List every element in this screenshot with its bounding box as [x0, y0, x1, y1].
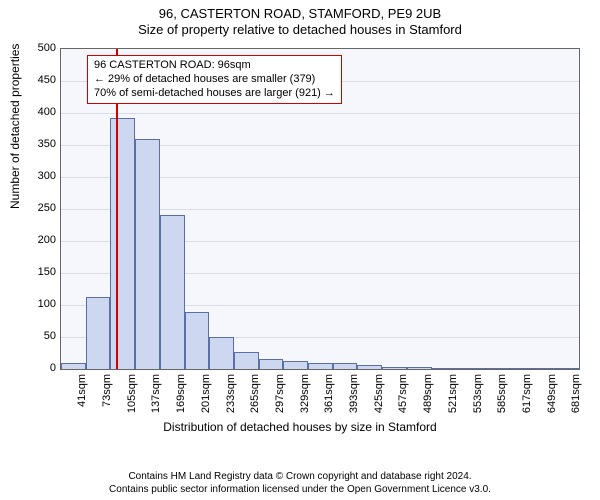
histogram-bar [259, 359, 284, 369]
annotation-line: 96 CASTERTON ROAD: 96sqm [94, 59, 335, 73]
x-tick-label: 457sqm [397, 374, 409, 413]
histogram-bar [135, 139, 160, 369]
y-tick-label: 100 [38, 298, 56, 310]
x-tick-label: 201sqm [200, 374, 212, 413]
histogram-bar [86, 297, 111, 369]
histogram-bar [61, 363, 86, 369]
histogram-bar [506, 368, 531, 369]
x-tick-label: 169sqm [175, 374, 187, 413]
footer-line2: Contains public sector information licen… [0, 484, 600, 497]
x-tick-label: 297sqm [274, 374, 286, 413]
x-tick-label: 489sqm [422, 374, 434, 413]
y-tick-label: 450 [38, 74, 56, 86]
histogram-bar [110, 118, 135, 369]
plot-area: 96 CASTERTON ROAD: 96sqm← 29% of detache… [60, 48, 580, 370]
title-line1: 96, CASTERTON ROAD, STAMFORD, PE9 2UB [0, 6, 600, 22]
x-tick-label: 105sqm [126, 374, 138, 413]
histogram-bar [407, 367, 432, 369]
y-tick-label: 400 [38, 106, 56, 118]
x-tick-label: 553sqm [472, 374, 484, 413]
footer: Contains HM Land Registry data © Crown c… [0, 471, 600, 496]
histogram-bar [530, 368, 555, 369]
annotation-line: 70% of semi-detached houses are larger (… [94, 87, 335, 101]
x-tick-label: 425sqm [373, 374, 385, 413]
x-tick-label: 585sqm [496, 374, 508, 413]
annotation-box: 96 CASTERTON ROAD: 96sqm← 29% of detache… [87, 55, 342, 104]
x-tick-label: 73sqm [101, 374, 113, 407]
histogram-bar [382, 367, 407, 369]
x-tick-label: 233sqm [225, 374, 237, 413]
y-axis-label: Number of detached properties [8, 44, 22, 209]
title-line2: Size of property relative to detached ho… [0, 22, 600, 38]
histogram-bar [160, 215, 185, 369]
y-tick-label: 200 [38, 234, 56, 246]
chart: 96 CASTERTON ROAD: 96sqm← 29% of detache… [0, 44, 600, 436]
x-tick-label: 521sqm [447, 374, 459, 413]
histogram-bar [333, 363, 358, 369]
histogram-bar [209, 337, 234, 369]
histogram-bar [308, 363, 333, 369]
x-tick-label: 681sqm [570, 374, 582, 413]
histogram-bar [283, 361, 308, 369]
y-tick-label: 150 [38, 266, 56, 278]
histogram-bar [432, 368, 457, 369]
y-tick-label: 300 [38, 170, 56, 182]
gridline [61, 113, 579, 114]
x-tick-label: 649sqm [546, 374, 558, 413]
chart-title: 96, CASTERTON ROAD, STAMFORD, PE9 2UB Si… [0, 0, 600, 39]
histogram-bar [481, 368, 506, 369]
histogram-bar [357, 365, 382, 369]
histogram-bar [555, 368, 580, 369]
y-tick-label: 0 [50, 362, 56, 374]
x-tick-label: 265sqm [249, 374, 261, 413]
y-tick-label: 500 [38, 42, 56, 54]
x-axis-label: Distribution of detached houses by size … [0, 420, 600, 434]
x-tick-label: 329sqm [299, 374, 311, 413]
histogram-bar [456, 368, 481, 369]
y-tick-label: 350 [38, 138, 56, 150]
histogram-bar [185, 312, 210, 369]
y-tick-label: 250 [38, 202, 56, 214]
annotation-line: ← 29% of detached houses are smaller (37… [94, 73, 335, 87]
x-tick-label: 41sqm [76, 374, 88, 407]
x-tick-label: 137sqm [150, 374, 162, 413]
x-tick-label: 361sqm [323, 374, 335, 413]
x-tick-label: 617sqm [521, 374, 533, 413]
y-tick-label: 50 [44, 330, 56, 342]
x-tick-label: 393sqm [348, 374, 360, 413]
footer-line1: Contains HM Land Registry data © Crown c… [0, 471, 600, 484]
histogram-bar [234, 352, 259, 369]
